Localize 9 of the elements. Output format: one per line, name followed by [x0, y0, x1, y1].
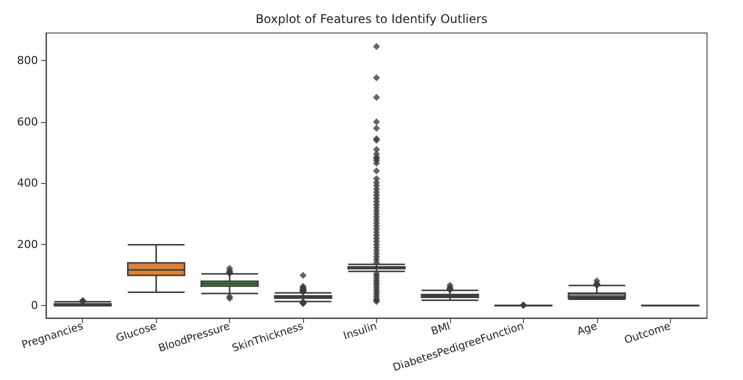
y-tick-label: 800	[17, 54, 38, 68]
x-tick-label: Insulin	[342, 320, 378, 342]
x-tick-label: Glucose	[114, 320, 158, 345]
y-tick-label: 600	[17, 115, 38, 128]
y-tick-label: 200	[17, 238, 38, 251]
chart-title: Boxplot of Features to Identify Outliers	[256, 12, 488, 26]
x-tick-label: Age	[576, 320, 599, 338]
y-tick-label: 400	[17, 176, 38, 190]
y-tick-label: 0	[31, 299, 38, 312]
